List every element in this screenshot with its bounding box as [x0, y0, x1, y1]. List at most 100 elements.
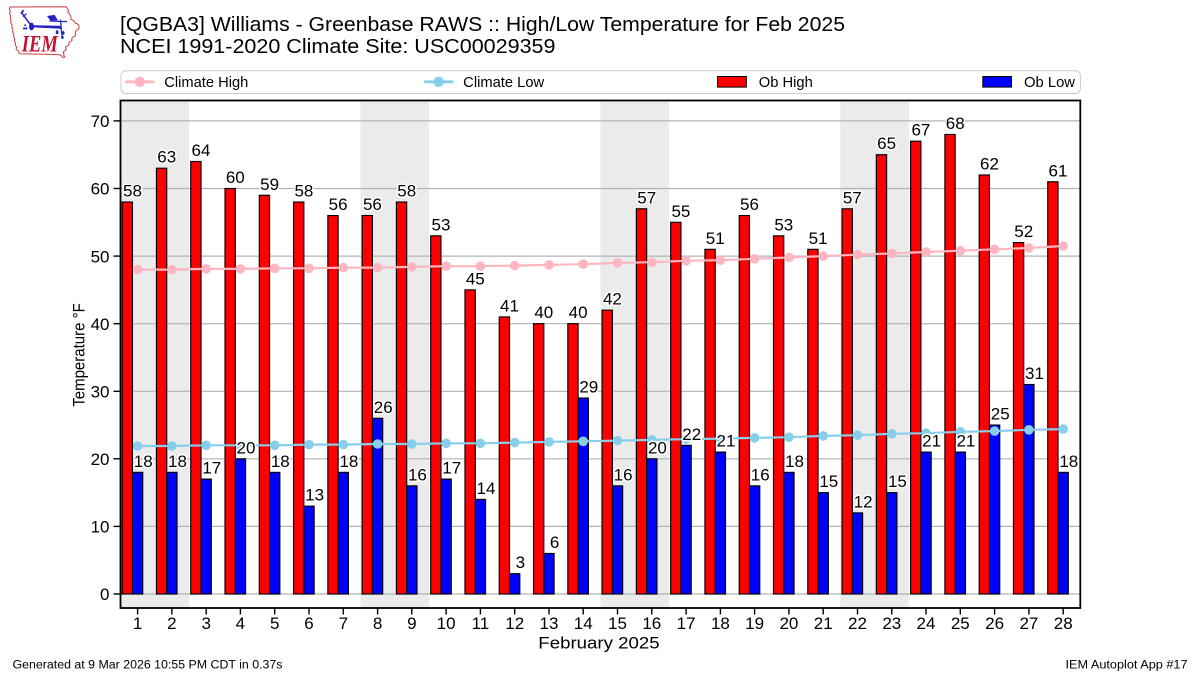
svg-text:Temperature °F: Temperature °F: [70, 303, 89, 407]
svg-text:20: 20: [779, 614, 798, 633]
svg-text:6: 6: [304, 614, 313, 633]
svg-text:60: 60: [226, 168, 245, 187]
svg-text:57: 57: [637, 188, 656, 207]
svg-text:10: 10: [437, 614, 456, 633]
svg-text:Ob Low: Ob Low: [1024, 75, 1076, 91]
svg-text:20: 20: [648, 438, 667, 457]
svg-text:18: 18: [271, 452, 290, 471]
svg-text:17: 17: [677, 614, 696, 633]
svg-text:16: 16: [642, 614, 661, 633]
svg-text:Ob High: Ob High: [759, 75, 813, 91]
svg-text:21: 21: [956, 432, 975, 451]
svg-text:51: 51: [706, 229, 725, 248]
svg-text:[QGBA3] Williams - Greenbase R: [QGBA3] Williams - Greenbase RAWS :: Hig…: [120, 14, 845, 36]
svg-text:26: 26: [374, 398, 393, 417]
svg-text:42: 42: [603, 290, 622, 309]
svg-text:28: 28: [1054, 614, 1073, 633]
svg-text:5: 5: [270, 614, 279, 633]
svg-text:10: 10: [91, 518, 110, 537]
svg-text:27: 27: [1019, 614, 1038, 633]
svg-text:51: 51: [809, 229, 828, 248]
svg-text:20: 20: [91, 450, 110, 469]
svg-text:58: 58: [294, 182, 313, 201]
svg-text:52: 52: [1014, 222, 1033, 241]
svg-text:15: 15: [888, 472, 907, 491]
svg-text:61: 61: [1049, 161, 1068, 180]
svg-text:18: 18: [168, 452, 187, 471]
svg-text:22: 22: [848, 614, 867, 633]
svg-text:59: 59: [260, 175, 279, 194]
svg-text:31: 31: [1025, 364, 1044, 383]
svg-text:21: 21: [717, 432, 736, 451]
svg-text:25: 25: [951, 614, 970, 633]
svg-text:70: 70: [91, 112, 110, 131]
svg-text:13: 13: [540, 614, 559, 633]
svg-text:2: 2: [167, 614, 176, 633]
svg-text:3: 3: [516, 553, 525, 572]
svg-text:4: 4: [236, 614, 245, 633]
svg-text:65: 65: [877, 134, 896, 153]
svg-text:NCEI 1991-2020 Climate Site: U: NCEI 1991-2020 Climate Site: USC00029359: [120, 36, 556, 58]
svg-text:40: 40: [569, 303, 588, 322]
svg-text:30: 30: [91, 383, 110, 402]
svg-text:40: 40: [534, 303, 553, 322]
svg-text:57: 57: [843, 188, 862, 207]
svg-text:8: 8: [373, 614, 382, 633]
svg-text:22: 22: [682, 425, 701, 444]
svg-text:56: 56: [740, 195, 759, 214]
svg-text:18: 18: [785, 452, 804, 471]
svg-text:16: 16: [408, 465, 427, 484]
svg-text:Generated at 9 Mar 2026 10:55: Generated at 9 Mar 2026 10:55 PM CDT in …: [13, 660, 283, 672]
svg-text:20: 20: [237, 438, 256, 457]
svg-text:17: 17: [202, 459, 221, 478]
svg-text:21: 21: [922, 432, 941, 451]
svg-text:15: 15: [819, 472, 838, 491]
svg-text:14: 14: [477, 479, 496, 498]
svg-text:24: 24: [917, 614, 936, 633]
svg-text:58: 58: [397, 182, 416, 201]
svg-text:IEM Autoplot App #17: IEM Autoplot App #17: [1066, 660, 1188, 672]
svg-text:7: 7: [339, 614, 348, 633]
svg-text:29: 29: [579, 378, 598, 397]
svg-text:25: 25: [991, 405, 1010, 424]
svg-text:23: 23: [882, 614, 901, 633]
svg-text:53: 53: [432, 215, 451, 234]
svg-text:50: 50: [91, 247, 110, 266]
svg-text:53: 53: [774, 215, 793, 234]
svg-text:56: 56: [329, 195, 348, 214]
svg-text:Climate High: Climate High: [164, 75, 248, 91]
svg-text:15: 15: [608, 614, 627, 633]
svg-text:56: 56: [363, 195, 382, 214]
svg-text:0: 0: [100, 585, 109, 604]
svg-text:45: 45: [466, 269, 485, 288]
svg-text:17: 17: [442, 459, 461, 478]
svg-text:40: 40: [91, 315, 110, 334]
svg-text:1: 1: [133, 614, 142, 633]
svg-text:Climate Low: Climate Low: [463, 75, 545, 91]
svg-text:IEM: IEM: [21, 32, 59, 57]
svg-text:14: 14: [574, 614, 593, 633]
svg-text:3: 3: [201, 614, 210, 633]
svg-text:55: 55: [671, 202, 690, 221]
svg-text:68: 68: [946, 114, 965, 133]
svg-text:62: 62: [980, 155, 999, 174]
svg-text:19: 19: [745, 614, 764, 633]
svg-text:21: 21: [814, 614, 833, 633]
svg-text:11: 11: [472, 614, 490, 633]
svg-text:60: 60: [91, 180, 110, 199]
svg-text:February 2025: February 2025: [538, 634, 659, 653]
svg-text:18: 18: [134, 452, 153, 471]
svg-text:58: 58: [123, 182, 142, 201]
svg-text:13: 13: [305, 486, 324, 505]
svg-text:6: 6: [550, 533, 559, 552]
svg-text:26: 26: [985, 614, 1004, 633]
svg-text:12: 12: [505, 614, 524, 633]
svg-text:63: 63: [157, 148, 176, 167]
svg-text:18: 18: [339, 452, 358, 471]
svg-text:18: 18: [711, 614, 730, 633]
svg-text:16: 16: [751, 465, 770, 484]
svg-text:12: 12: [854, 492, 873, 511]
svg-text:9: 9: [407, 614, 416, 633]
svg-text:67: 67: [911, 121, 930, 140]
svg-text:64: 64: [192, 141, 211, 160]
